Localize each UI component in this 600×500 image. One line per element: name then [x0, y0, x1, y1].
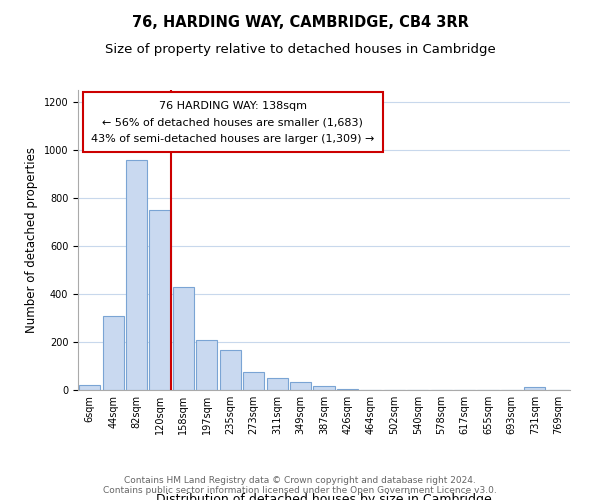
- Bar: [149, 210, 170, 390]
- Text: ← 56% of detached houses are smaller (1,683): ← 56% of detached houses are smaller (1,…: [102, 118, 363, 128]
- Bar: [243, 372, 264, 390]
- Bar: [126, 160, 147, 390]
- Bar: [313, 386, 335, 390]
- Text: 76, HARDING WAY, CAMBRIDGE, CB4 3RR: 76, HARDING WAY, CAMBRIDGE, CB4 3RR: [131, 15, 469, 30]
- FancyBboxPatch shape: [83, 92, 383, 152]
- Bar: [266, 378, 287, 390]
- Text: 43% of semi-detached houses are larger (1,309) →: 43% of semi-detached houses are larger (…: [91, 134, 374, 144]
- Bar: [337, 389, 358, 390]
- Text: Contains public sector information licensed under the Open Government Licence v3: Contains public sector information licen…: [103, 486, 497, 495]
- Bar: [103, 316, 124, 390]
- Bar: [524, 387, 545, 390]
- Text: Contains HM Land Registry data © Crown copyright and database right 2024.: Contains HM Land Registry data © Crown c…: [124, 476, 476, 485]
- Bar: [220, 350, 241, 390]
- Bar: [173, 287, 194, 390]
- Text: Size of property relative to detached houses in Cambridge: Size of property relative to detached ho…: [104, 42, 496, 56]
- Bar: [196, 340, 217, 390]
- Bar: [79, 385, 100, 390]
- Y-axis label: Number of detached properties: Number of detached properties: [25, 147, 38, 333]
- Text: 76 HARDING WAY: 138sqm: 76 HARDING WAY: 138sqm: [158, 100, 307, 110]
- X-axis label: Distribution of detached houses by size in Cambridge: Distribution of detached houses by size …: [156, 492, 492, 500]
- Bar: [290, 382, 311, 390]
